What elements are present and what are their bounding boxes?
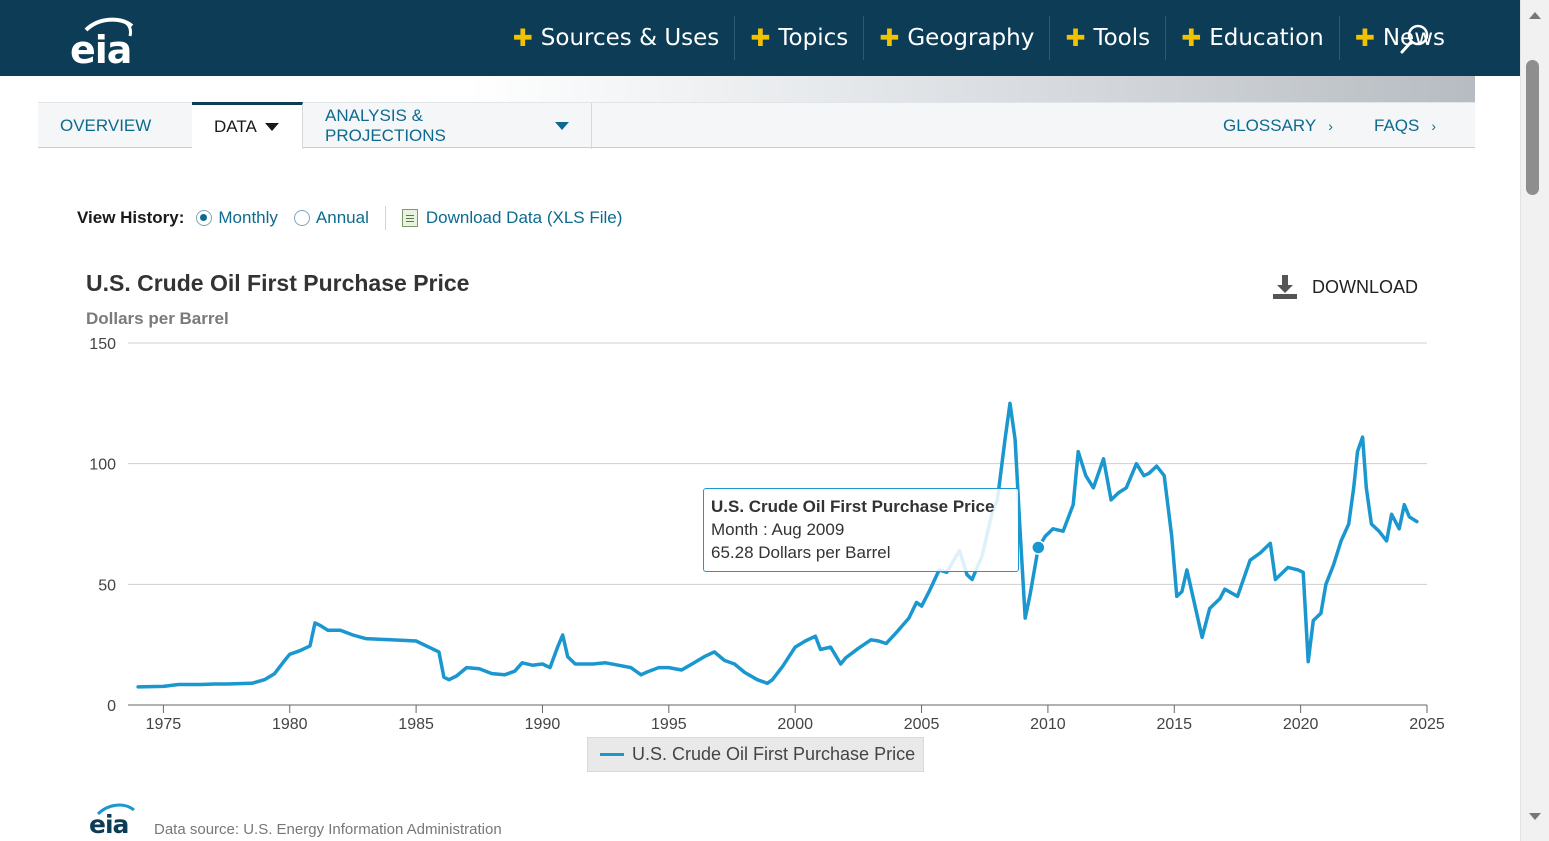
- legend-swatch: [600, 753, 624, 756]
- chevron-down-icon: [555, 122, 569, 130]
- view-history-label: View History:: [77, 208, 185, 227]
- hover-point-marker: [1031, 540, 1046, 555]
- plus-icon: ✚: [750, 24, 771, 52]
- plus-icon: ✚: [1181, 24, 1202, 52]
- top-navigation-bar: eia ✚ Sources & Uses ✚ Topics ✚ Geography ✚…: [0, 0, 1520, 76]
- x-tick-label: 1975: [146, 716, 182, 730]
- price-line-chart[interactable]: 0 50 100 150 1975 1980 1985 1990 1995 2000 2005 201…: [60, 330, 1460, 730]
- nav-education[interactable]: ✚ Education: [1166, 16, 1340, 60]
- download-label: DOWNLOAD: [1312, 276, 1419, 297]
- nav-label: Tools: [1093, 25, 1151, 51]
- glossary-link[interactable]: GLOSSARY ›: [1223, 103, 1333, 149]
- x-tick-label: 2005: [904, 716, 940, 730]
- chart-download-button[interactable]: DOWNLOAD: [1272, 274, 1418, 300]
- nav-news[interactable]: ✚ News: [1340, 16, 1460, 60]
- tab-label: ANALYSIS & PROJECTIONS: [325, 106, 446, 145]
- legend-label: U.S. Crude Oil First Purchase Price: [632, 744, 916, 764]
- x-tick-label: 2020: [1283, 716, 1319, 730]
- chart-title: U.S. Crude Oil First Purchase Price: [86, 270, 470, 296]
- nav-tools[interactable]: ✚ Tools: [1050, 16, 1167, 60]
- nav-topics[interactable]: ✚ Topics: [735, 16, 865, 60]
- x-tick-label: 2015: [1156, 716, 1192, 730]
- logo-text: eia: [70, 28, 132, 72]
- faqs-link[interactable]: FAQS ›: [1374, 103, 1436, 149]
- nav-label: Sources & Uses: [540, 25, 720, 51]
- x-tick-label: 1990: [525, 716, 561, 730]
- y-tick-label: 50: [98, 577, 116, 594]
- tab-analysis-projections[interactable]: ANALYSIS & PROJECTIONS: [303, 103, 592, 149]
- x-tick-label: 1985: [398, 716, 434, 730]
- radio-monthly[interactable]: Monthly: [196, 208, 278, 228]
- x-tick-label: 2000: [777, 716, 813, 730]
- tab-overview[interactable]: OVERVIEW: [38, 103, 193, 149]
- radio-annual[interactable]: Annual: [293, 208, 369, 228]
- chevron-right-icon: ›: [1431, 118, 1437, 134]
- y-tick-label: 100: [89, 457, 116, 474]
- radio-selected-icon: [196, 210, 213, 226]
- chart-tooltip: U.S. Crude Oil First Purchase Price Mont…: [703, 488, 1019, 572]
- nav-label: Education: [1209, 25, 1324, 51]
- nav-label: Geography: [907, 25, 1035, 51]
- x-tick-label: 1995: [651, 716, 687, 730]
- view-history-controls: View History: Monthly Annual Download Da…: [77, 205, 622, 231]
- chevron-down-icon: [264, 123, 279, 131]
- scrollbar-thumb[interactable]: [1526, 60, 1539, 195]
- scroll-up-arrow-icon[interactable]: [1529, 12, 1541, 19]
- faqs-label: FAQS: [1374, 116, 1420, 135]
- download-xls-link[interactable]: Download Data (XLS File): [401, 208, 623, 228]
- download-xls-label: Download Data (XLS File): [425, 208, 623, 227]
- radio-label: Monthly: [218, 208, 278, 227]
- glossary-label: GLOSSARY: [1223, 116, 1317, 135]
- hero-banner-strip: [38, 76, 1475, 102]
- x-tick-label: 1980: [272, 716, 308, 730]
- divider: [384, 206, 386, 230]
- plus-icon: ✚: [1354, 24, 1375, 52]
- eia-logo[interactable]: eia: [68, 14, 148, 72]
- series-line: [136, 401, 1419, 689]
- tab-data[interactable]: DATA: [192, 102, 303, 149]
- logo-swoosh-icon: [96, 803, 135, 816]
- nav-label: Topics: [778, 25, 849, 51]
- plus-icon: ✚: [1065, 24, 1086, 52]
- nav-geography[interactable]: ✚ Geography: [864, 16, 1051, 60]
- tab-label: OVERVIEW: [60, 116, 152, 135]
- tab-label: DATA: [214, 117, 257, 136]
- plus-icon: ✚: [879, 24, 900, 52]
- scroll-down-arrow-icon[interactable]: [1529, 813, 1541, 820]
- chart-units-label: Dollars per Barrel: [86, 309, 229, 328]
- y-tick-label: 0: [107, 698, 116, 715]
- tooltip-month: Month : Aug 2009: [711, 520, 845, 539]
- plus-icon: ✚: [512, 24, 533, 52]
- tooltip-title: U.S. Crude Oil First Purchase Price: [711, 497, 995, 516]
- vertical-scrollbar[interactable]: [1520, 0, 1549, 841]
- sub-navigation: OVERVIEW DATA ANALYSIS & PROJECTIONS GLO…: [38, 102, 1475, 149]
- footer-eia-logo: eia: [88, 800, 144, 840]
- spreadsheet-icon: [401, 209, 418, 227]
- download-icon: [1273, 275, 1297, 299]
- nav-sources-uses[interactable]: ✚ Sources & Uses: [498, 16, 736, 60]
- footer-logo-text: eia: [89, 810, 129, 839]
- data-source-note: Data source: U.S. Energy Information Adm…: [154, 821, 502, 838]
- chart-legend[interactable]: U.S. Crude Oil First Purchase Price: [587, 737, 924, 772]
- radio-label: Annual: [315, 208, 369, 227]
- tooltip-value: 65.28 Dollars per Barrel: [711, 543, 891, 562]
- chevron-right-icon: ›: [1328, 118, 1333, 134]
- logo-swoosh-icon: [84, 17, 134, 37]
- y-tick-label: 150: [89, 336, 116, 353]
- main-nav: ✚ Sources & Uses ✚ Topics ✚ Geography ✚ Tool…: [498, 16, 1460, 60]
- radio-unselected-icon: [293, 210, 310, 226]
- x-tick-label: 2025: [1409, 716, 1445, 730]
- x-tick-label: 2010: [1030, 716, 1066, 730]
- search-icon[interactable]: [1398, 22, 1432, 56]
- nav-label: News: [1382, 25, 1445, 51]
